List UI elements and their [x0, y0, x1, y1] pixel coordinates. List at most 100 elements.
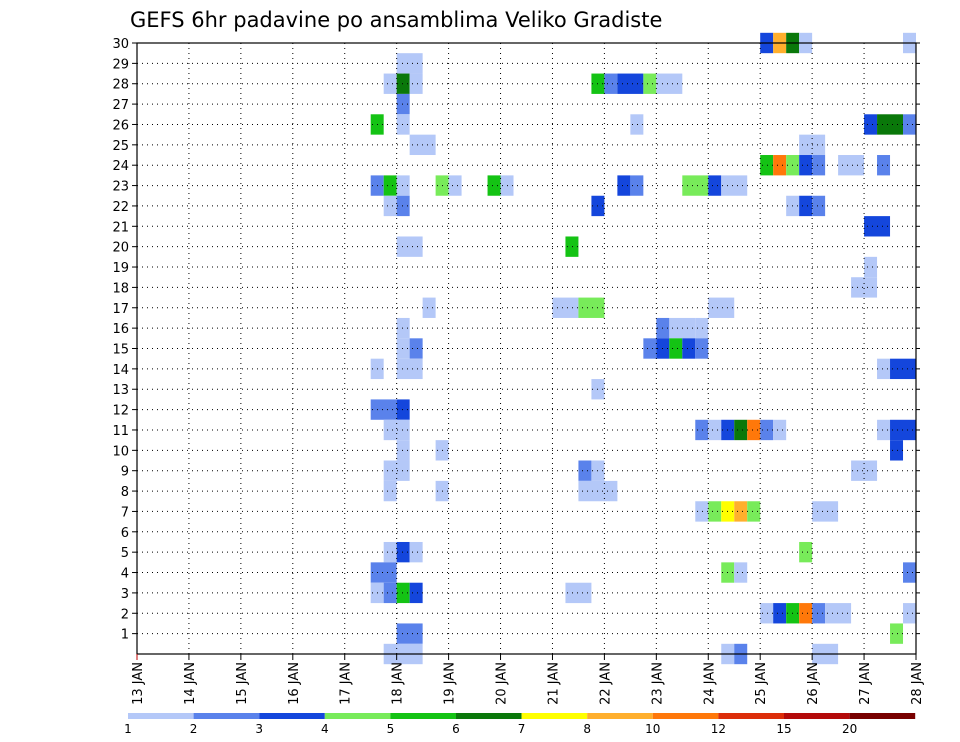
legend-label: 4	[321, 722, 329, 736]
y-tick-label: 5	[121, 546, 129, 561]
data-cell	[708, 175, 722, 196]
data-cell	[409, 541, 423, 563]
data-cell	[877, 358, 891, 380]
legend-label: 8	[583, 722, 591, 736]
data-cell	[812, 195, 826, 217]
y-tick-label: 28	[112, 78, 129, 93]
x-tick-label: 17 JAN	[339, 662, 354, 705]
data-cell	[682, 338, 696, 359]
data-cell	[409, 338, 423, 359]
data-cell	[630, 114, 644, 135]
data-cell	[877, 114, 904, 135]
legend-swatch	[587, 713, 653, 719]
legend-label: 10	[645, 722, 660, 736]
data-cell	[773, 419, 787, 441]
data-cell	[617, 73, 644, 94]
data-cell	[708, 419, 722, 441]
data-cell	[383, 175, 397, 196]
x-tick-label: 15 JAN	[235, 662, 250, 705]
legend-label: 3	[255, 722, 263, 736]
y-tick-label: 6	[121, 526, 129, 541]
y-tick-label: 11	[112, 424, 129, 439]
data-cell	[578, 297, 605, 318]
x-tick-label: 24 JAN	[702, 662, 717, 705]
y-tick-label: 13	[112, 383, 129, 398]
x-axis: 13 JAN 14 JAN 15 JAN 16 JAN 17 JAN 18 JAN 19 J…	[131, 654, 925, 705]
data-cell	[799, 195, 813, 217]
data-cell	[721, 175, 748, 196]
data-cells	[370, 32, 916, 665]
data-cell	[734, 501, 748, 522]
data-cell	[396, 358, 423, 380]
data-cell	[864, 256, 878, 278]
data-cell	[877, 419, 891, 441]
data-cell	[370, 399, 397, 420]
data-cell	[370, 562, 397, 583]
data-cell	[643, 338, 657, 359]
legend-label: 1	[124, 722, 132, 736]
data-cell	[630, 175, 644, 196]
data-cell	[383, 73, 397, 94]
data-cell	[383, 419, 410, 441]
data-cell	[396, 541, 410, 563]
legend-label: 7	[518, 722, 526, 736]
data-cell	[708, 501, 722, 522]
y-tick-label: 3	[121, 587, 129, 602]
data-cell	[864, 114, 878, 135]
data-cell	[487, 175, 501, 196]
data-cell	[708, 297, 735, 318]
y-tick-label: 24	[112, 159, 129, 174]
x-tick-label: 20 JAN	[495, 662, 510, 705]
data-cell	[812, 603, 826, 624]
y-tick-label: 8	[121, 485, 129, 500]
x-tick-label: 18 JAN	[391, 662, 406, 705]
data-cell	[695, 338, 709, 359]
data-cell	[799, 541, 813, 563]
data-cell	[760, 419, 774, 441]
y-tick-label: 17	[112, 302, 129, 317]
data-cell	[578, 460, 592, 481]
legend-swatch	[456, 713, 522, 719]
x-tick-label: 28 JAN	[910, 662, 925, 705]
data-cell	[383, 541, 397, 563]
data-cell	[890, 358, 916, 380]
legend-swatch	[324, 713, 391, 719]
data-cell	[877, 155, 891, 176]
legend-label: 6	[452, 722, 460, 736]
color-legend: 1 2 3 4 5 6 7 8 10 12 15 20	[124, 713, 916, 736]
data-cell	[682, 175, 709, 196]
data-cell	[799, 603, 813, 624]
y-tick-label: 27	[112, 98, 129, 113]
data-cell	[734, 419, 748, 441]
x-tick-label: 23 JAN	[650, 662, 665, 705]
data-cell	[799, 155, 813, 176]
data-cell	[903, 562, 916, 583]
data-cell	[396, 175, 410, 196]
data-cell	[396, 399, 410, 420]
legend-swatch	[849, 713, 916, 719]
legend-swatch	[259, 713, 325, 719]
data-cell	[890, 440, 904, 461]
data-cell	[552, 297, 579, 318]
data-cell	[890, 419, 916, 441]
data-cell	[565, 582, 592, 604]
y-tick-label: 30	[112, 37, 129, 52]
data-cell	[812, 155, 826, 176]
data-cell	[890, 623, 904, 644]
data-cell	[396, 623, 423, 644]
data-cell	[903, 114, 916, 135]
data-cell	[448, 175, 462, 196]
data-cell	[851, 460, 878, 481]
data-cell	[396, 195, 410, 217]
data-cell	[422, 297, 436, 318]
data-cell	[383, 195, 397, 217]
y-tick-label: 23	[112, 180, 129, 195]
y-tick-label: 14	[112, 363, 129, 378]
data-cell	[773, 155, 787, 176]
y-tick-label: 19	[112, 261, 129, 276]
legend-swatch	[521, 713, 588, 719]
legend-label: 15	[776, 722, 791, 736]
legend-swatch	[718, 713, 784, 719]
data-cell	[383, 480, 397, 502]
data-cell	[409, 582, 423, 604]
